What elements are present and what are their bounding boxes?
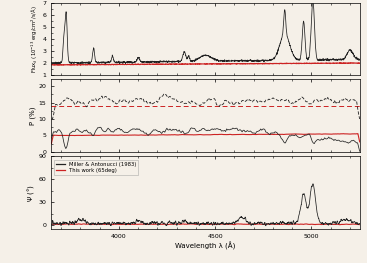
Y-axis label: P (%): P (%) (29, 107, 36, 125)
X-axis label: Wavelength λ (Å): Wavelength λ (Å) (175, 241, 236, 250)
Y-axis label: $\Psi$ (°): $\Psi$ (°) (25, 184, 36, 202)
Legend: Miller & Antonucci (1983), This work (65deg): Miller & Antonucci (1983), This work (65… (54, 160, 138, 175)
Y-axis label: Flux$_\lambda$ (10$^{-13}$ erg/cm$^2$/s/Å): Flux$_\lambda$ (10$^{-13}$ erg/cm$^2$/s/… (30, 5, 40, 73)
